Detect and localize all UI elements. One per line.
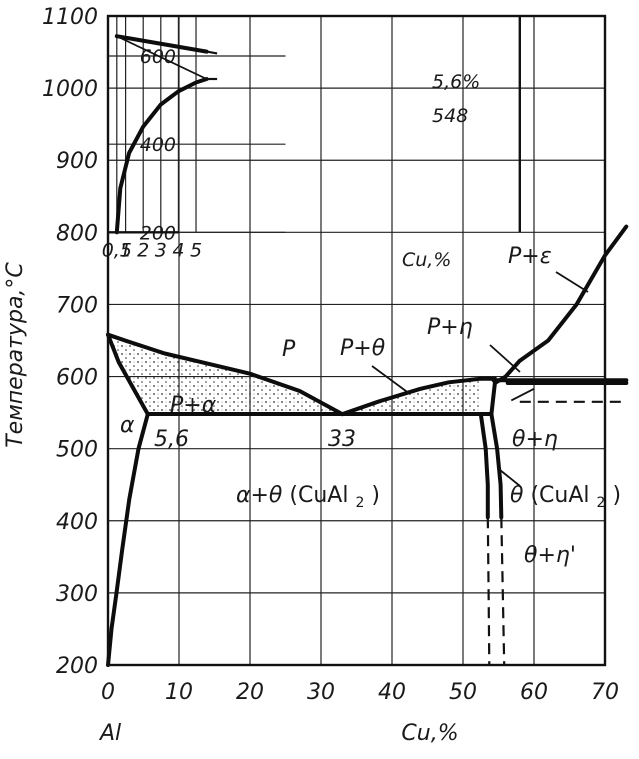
y-tick-label: 600 [56,366,98,391]
region-liquid: Р [282,337,296,362]
x-origin-label: Al [98,721,121,746]
y-axis-title: Температура,°С [3,262,28,448]
theta-left-boundary [478,412,490,520]
x-tick-label: 30 [307,680,335,705]
region-alpha-theta: α+θ (CuAl 2 ) [236,483,380,513]
label-eutectic-composition: 33 [328,427,356,452]
inset-solvus-curve [114,77,209,235]
y-tick-label: 200 [56,654,98,679]
y-tick-label: 1000 [42,77,98,102]
x-tick-label: 40 [378,680,406,705]
inset-upper-line [114,34,209,54]
phase-boundaries [106,224,629,667]
alpha-theta-formula: (CuAl [289,483,348,508]
leader-liquid-eta [489,344,521,373]
theta-phase: θ [510,483,524,508]
region-liquid-alpha: Р+α [170,393,217,418]
inset-x-tick-label: 3 [155,239,167,261]
theta-right-top-boundary [489,381,497,417]
y-tick-label: 500 [56,438,98,463]
alpha-theta-phases: α+θ [236,483,283,508]
inset-y-tick-label: 400 [140,134,176,156]
region-alpha: α [120,413,135,438]
region-theta-eta: θ+η [512,427,558,452]
liquidus-alpha-curve [106,332,345,417]
region-theta-eta-prime: θ+η' [524,543,576,568]
x-axis-title: Cu,% [401,721,458,746]
x-tick-label: 0 [101,680,115,705]
solvus-alpha-curve [106,412,150,667]
label-eutectic-solubility: 5,6 [154,427,189,452]
solidus-alpha-curve [106,332,150,417]
plot-frame [106,14,607,667]
y-tick-label: 1100 [42,5,98,30]
inset-x-tick-label: 1 [120,239,132,261]
x-tick-label: 20 [236,680,264,705]
alpha-theta-close: ) [371,483,380,508]
region-liquid-epsilon: Р+ε [508,244,552,269]
eta-diagonal-line [510,387,535,402]
y-tick-label: 700 [56,293,98,318]
inset-x-tick-label: 5 [190,239,202,261]
inset-x-tick-label: 2 [137,239,149,261]
x-tick-label: 60 [520,680,548,705]
inset-x-tick-label: 0,5 [102,239,132,261]
inset-x-unit: Cu,% [402,249,451,271]
alpha-theta-subscript: 2 [355,495,364,511]
x-tick-label: 50 [449,680,477,705]
theta-subscript: 2 [597,495,606,511]
theta-formula: (CuAl [530,483,589,508]
theta-right-boundary [489,412,504,520]
inset-lower-line [116,35,207,80]
region-liquid-theta-fill [342,378,481,415]
region-liquid-theta: Р+θ [340,336,386,361]
y-tick-label: 800 [56,221,98,246]
region-theta: θ (CuAl 2 ) [510,483,621,513]
plot-border [106,14,607,667]
leader-liquid-theta [371,365,411,395]
leader-theta [499,469,521,487]
y-tick-label: 400 [56,510,98,535]
inset-eutectic-label: 548 [432,105,468,127]
inset-solubility-label: 5,6% [432,71,480,93]
theta-left-dashed [486,517,491,666]
leader-liquid-epsilon [555,271,589,293]
liquidus-theta-curve [340,376,483,417]
inset-upper-dash [206,50,218,55]
y-tick-label: 900 [56,149,98,174]
x-tick-label: 10 [165,680,193,705]
x-tick-label: 70 [591,680,619,705]
y-tick-label: 300 [56,582,98,607]
inset-x-tick-label: 4 [172,239,184,261]
theta-close: ) [612,483,621,508]
liquidus-epsilon-curve [517,224,629,363]
region-liquid-eta: Р+η [427,315,473,340]
theta-right-dashed [500,517,506,666]
